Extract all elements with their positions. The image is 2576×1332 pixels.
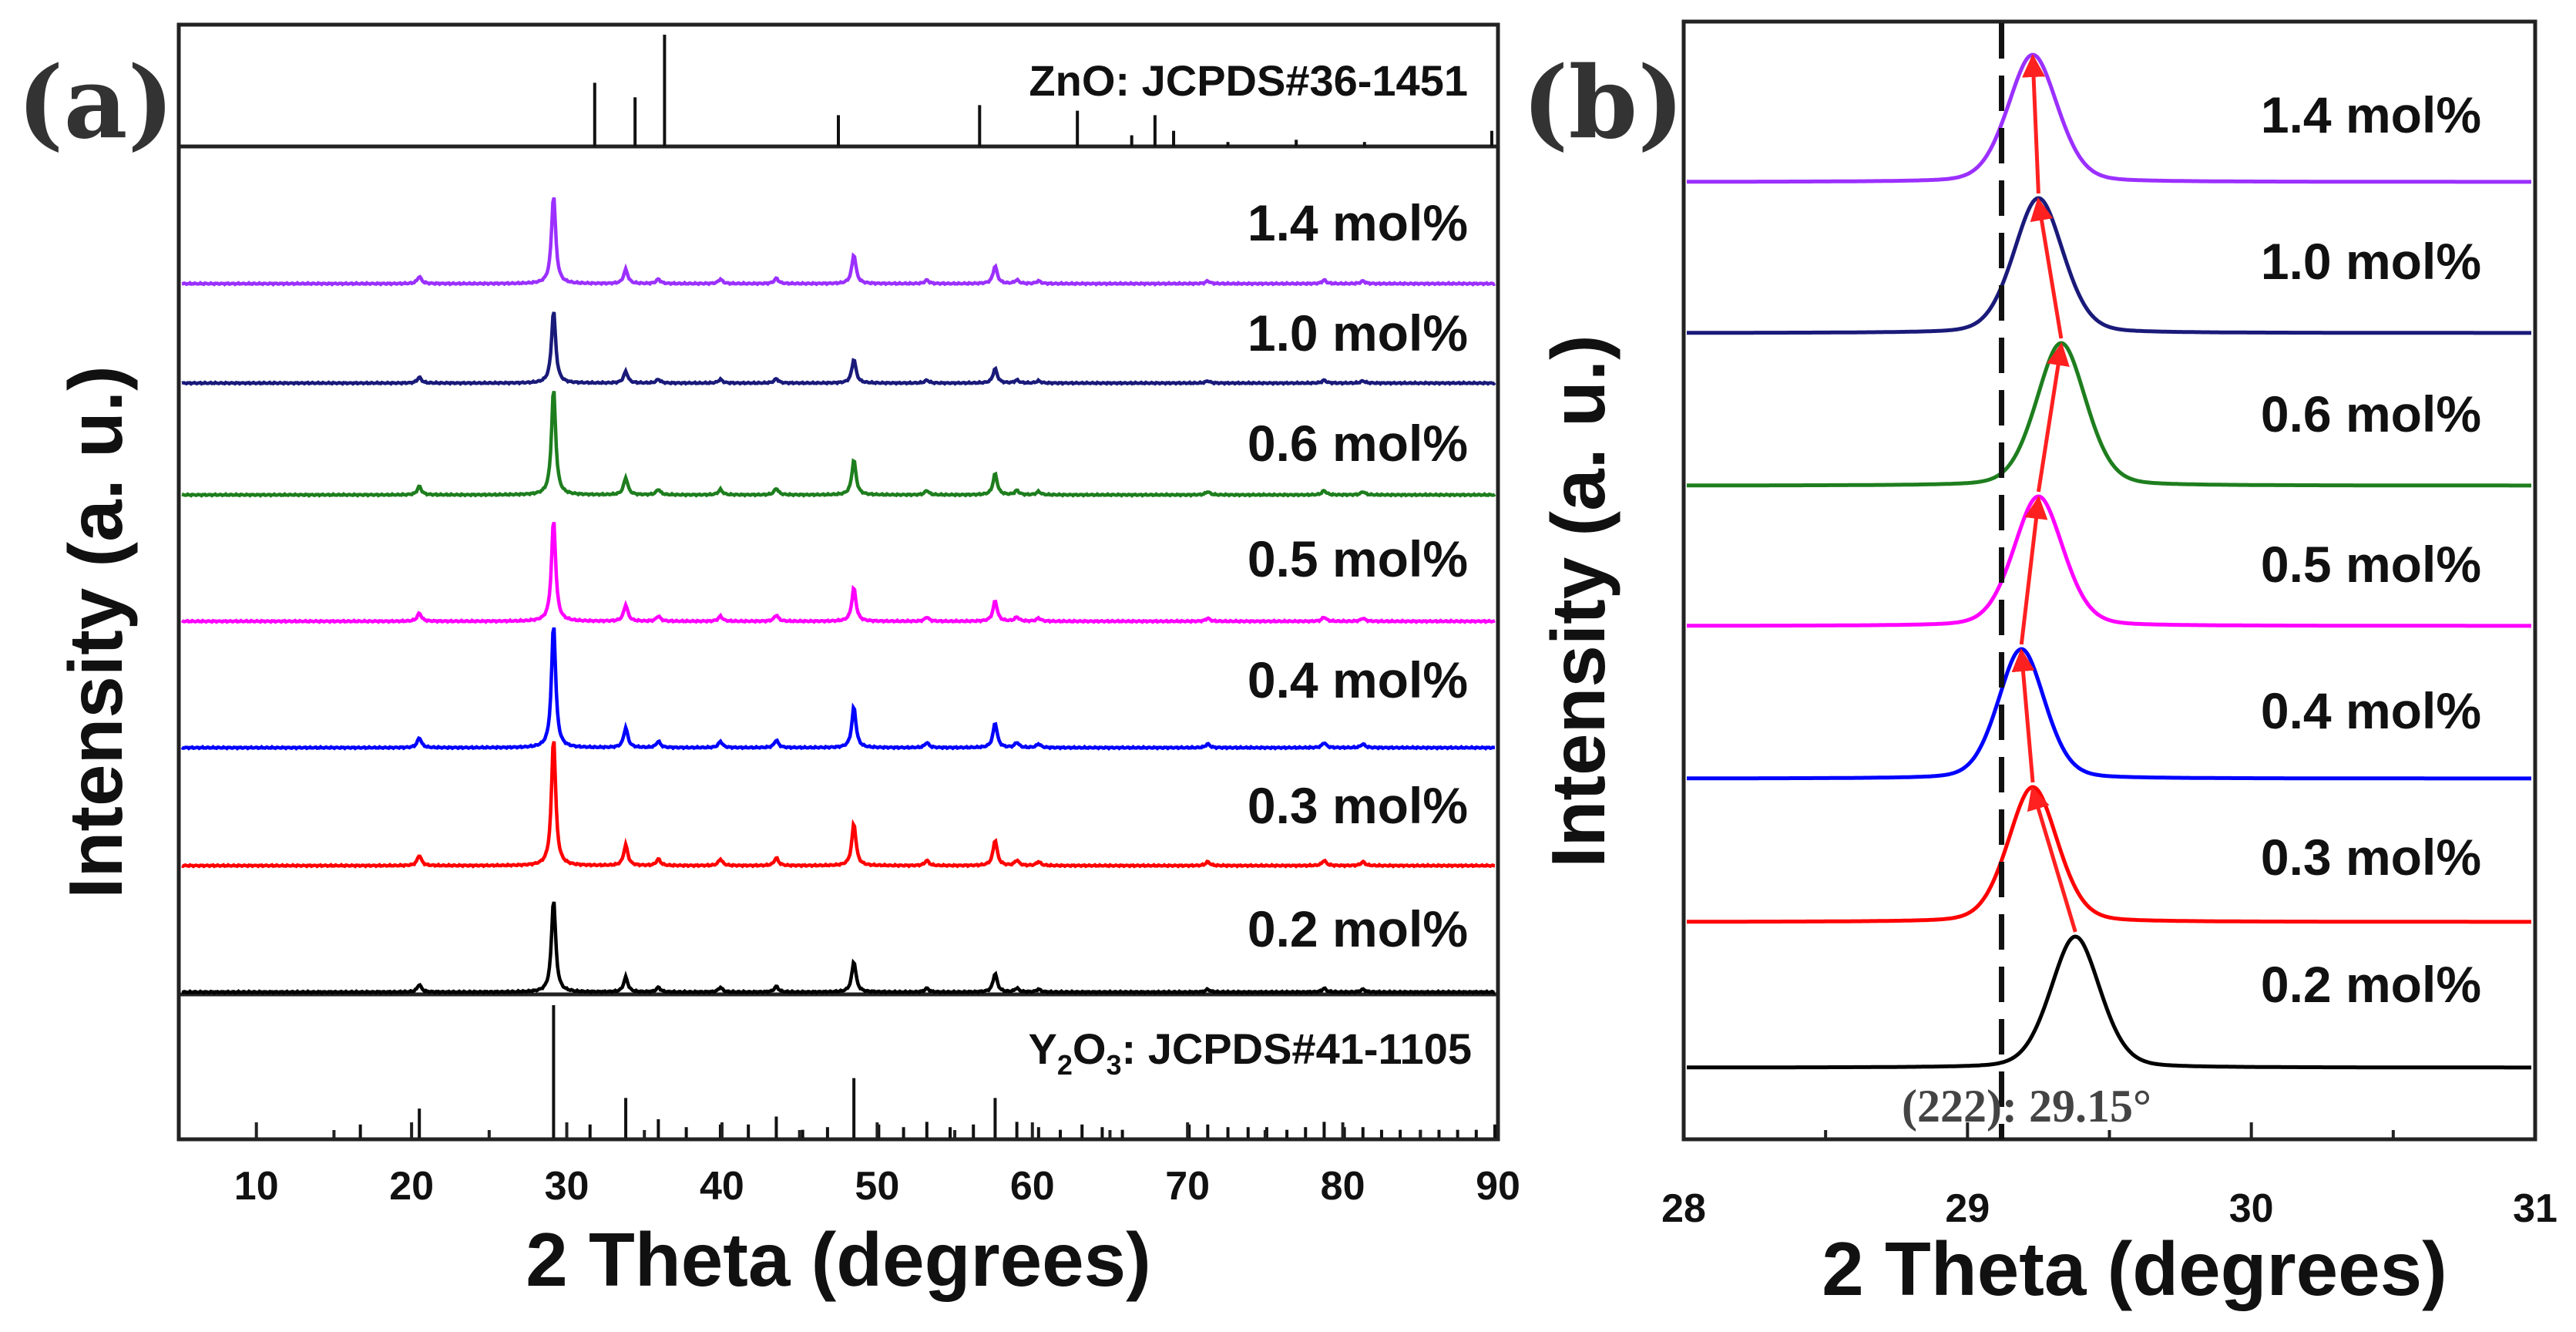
- panel-a-xlabel: 2 Theta (degrees): [526, 1217, 1150, 1302]
- panel-b-tick-label: 30: [2229, 1186, 2274, 1231]
- panel-b-series-label: 0.3 mol%: [2261, 829, 2481, 886]
- panel-b-tick-label: 31: [2513, 1186, 2558, 1231]
- panel-a-series-label: 0.4 mol%: [1248, 651, 1468, 708]
- panel-a-tick-label: 90: [1476, 1164, 1520, 1209]
- peak-shift-arrow: [2022, 54, 2046, 194]
- panel-a-series-label: 0.2 mol%: [1248, 900, 1468, 957]
- panel-a-x-ticks: 10 20 30 40 50 60 70 80 90: [177, 1122, 1520, 1209]
- panel-b-peak-curve: [1687, 52, 2531, 184]
- panel-a-pattern: [181, 311, 1496, 386]
- panel-a-tick-label: 80: [1321, 1164, 1365, 1209]
- panel-b-series-label: 1.0 mol%: [2261, 233, 2481, 290]
- panel-a-series-label: 1.0 mol%: [1248, 304, 1468, 362]
- panel-b-series-label: 0.6 mol%: [2261, 385, 2481, 442]
- panel-b-series-label: 1.4 mol%: [2261, 86, 2481, 143]
- panel-a-pattern: [181, 901, 1496, 995]
- panel-b-peak-curve: [1687, 196, 2531, 335]
- panel-b-series-label: 0.4 mol%: [2261, 682, 2481, 739]
- peak-shift-arrow: [2036, 342, 2070, 493]
- panel-a-tick-label: 10: [234, 1164, 279, 1209]
- panel-a-pattern: [180, 627, 1495, 751]
- panel-b-peak-curve: [1687, 647, 2531, 781]
- panel-b-x-ticks: 28 29 30 31: [1661, 1122, 2558, 1231]
- panel-a-series-label: 0.3 mol%: [1248, 777, 1468, 834]
- panel-a-tick-label: 30: [545, 1164, 589, 1209]
- y2o3-reference-label: Y2O3: JCPDS#41-1105: [1029, 1024, 1473, 1081]
- panel-b-tick-label: 28: [1661, 1186, 1706, 1231]
- panel-b-series-label: 0.5 mol%: [2261, 536, 2481, 593]
- zno-reference-label: ZnO: JCPDS#36-1451: [1029, 56, 1468, 105]
- peak-shift-arrow: [2019, 496, 2048, 645]
- panel-a-series: 1.4 mol% 1.0 mol% 0.6 mol% 0.5 mol% 0.4 mol%…: [180, 194, 1496, 995]
- panel-a-pattern: [181, 391, 1496, 498]
- panel-b-peak-curve: [1687, 934, 2531, 1070]
- panel-a-series-label: 0.5 mol%: [1248, 530, 1468, 587]
- panel-a-tick-label: 20: [389, 1164, 434, 1209]
- y2o3-reference-sticks: [358, 1005, 1496, 1138]
- panel-a-ylabel: Intensity (a. u.): [53, 365, 138, 899]
- panel-b-peak-curve: [1687, 494, 2531, 628]
- panel-b-tick-label: 29: [1945, 1186, 1990, 1231]
- panel-b-series: 1.4 mol% 1.0 mol% 0.6 mol% 0.5 mol% 0.4 mol%…: [1687, 52, 2531, 1070]
- panel-b-ylabel: Intensity (a. u.): [1536, 335, 1620, 868]
- panel-a-series-label: 1.4 mol%: [1248, 194, 1468, 251]
- panel-b-peak-curve: [1687, 785, 2531, 924]
- panel-b-series-label: 0.2 mol%: [2261, 956, 2481, 1013]
- panel-a-tick-label: 40: [700, 1164, 744, 1209]
- peak-shift-arrow: [2030, 197, 2064, 339]
- peak-shift-arrow: [2027, 786, 2077, 933]
- panel-a-tick-label: 70: [1165, 1164, 1210, 1209]
- panel-label-a: (a): [17, 45, 174, 161]
- panel-b-peak-curve: [1687, 341, 2531, 488]
- peak-222-annotation: (222): 29.15°: [1902, 1081, 2151, 1132]
- panel-a-pattern: [181, 741, 1496, 869]
- panel-a-pattern: [181, 197, 1496, 287]
- zno-reference-sticks: [593, 35, 1493, 146]
- panel-a-series-label: 0.6 mol%: [1248, 415, 1468, 472]
- panel-b-xlabel: 2 Theta (degrees): [1822, 1226, 2447, 1311]
- peak-shift-arrow: [2011, 648, 2035, 783]
- panel-a-pattern: [180, 521, 1496, 624]
- panel-a-tick-label: 60: [1010, 1164, 1055, 1209]
- panel-label-b: (b): [1522, 45, 1684, 161]
- panel-a-tick-label: 50: [855, 1164, 899, 1209]
